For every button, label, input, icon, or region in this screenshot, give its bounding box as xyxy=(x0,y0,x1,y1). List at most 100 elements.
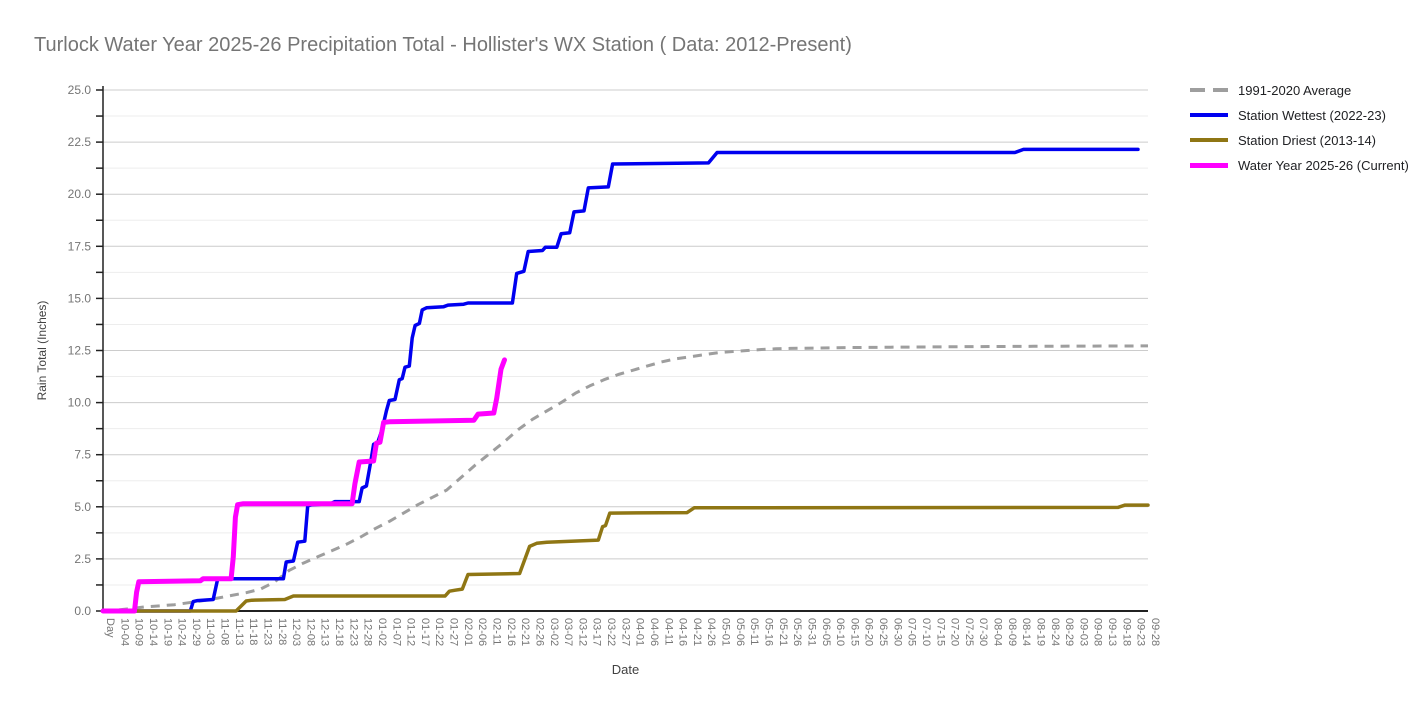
y-tick-label: 2.5 xyxy=(74,552,91,566)
x-tick-label: 03-17 xyxy=(591,618,603,646)
x-tick-label: 05-11 xyxy=(748,618,760,645)
x-tick-label: 11-03 xyxy=(204,618,216,645)
x-tick-label: 07-15 xyxy=(934,618,946,646)
y-tick-label: 10.0 xyxy=(68,396,92,410)
x-tick-label: 11-23 xyxy=(261,618,273,645)
x-tick-label: 06-10 xyxy=(834,618,846,646)
x-tick-label: 06-25 xyxy=(877,618,889,646)
series-line-station-wettest-2022-23 xyxy=(101,147,1140,613)
x-tick-label: 04-21 xyxy=(691,618,703,646)
x-tick-label: 04-26 xyxy=(705,618,717,646)
x-tick-label: 04-06 xyxy=(648,618,660,646)
x-tick-label: 01-02 xyxy=(376,618,388,646)
x-tick-label: 08-09 xyxy=(1006,618,1018,646)
chart-legend: 1991-2020 Average Station Wettest (2022-2… xyxy=(1190,83,1409,183)
x-tick-label: 11-18 xyxy=(247,618,259,645)
x-tick-label: 08-14 xyxy=(1020,618,1032,646)
x-tick-label: 10-19 xyxy=(161,618,173,646)
legend-swatch-station-driest-2013-14 xyxy=(1190,138,1228,142)
x-tick-label: 06-30 xyxy=(891,618,903,646)
x-tick-label: 02-16 xyxy=(505,618,517,646)
x-tick-label: 05-01 xyxy=(720,618,732,646)
y-tick-label: 17.5 xyxy=(68,239,92,253)
legend-label: 1991-2020 Average xyxy=(1238,82,1352,98)
series-line-station-driest-2013-14 xyxy=(101,503,1150,613)
x-tick-label: 01-07 xyxy=(390,618,402,646)
x-tick-label: 04-01 xyxy=(634,618,646,646)
x-tick-label: 02-26 xyxy=(533,618,545,646)
x-tick-label: 09-08 xyxy=(1092,618,1104,646)
x-tick-label: 09-18 xyxy=(1120,618,1132,646)
legend-item-water-year-2025-26-current[interactable]: Water Year 2025-26 (Current) xyxy=(1190,158,1409,173)
x-tick-label: 10-04 xyxy=(118,618,130,646)
y-tick-label: 5.0 xyxy=(74,500,91,514)
x-tick-label: 09-03 xyxy=(1077,618,1089,646)
x-tick-label: 02-06 xyxy=(476,618,488,646)
x-tick-label: 09-28 xyxy=(1149,618,1161,646)
x-tick-label: 06-20 xyxy=(863,618,875,646)
x-tick-label: 05-06 xyxy=(734,618,746,646)
x-tick-label: 05-26 xyxy=(791,618,803,646)
y-tick-label: 0.0 xyxy=(74,604,91,618)
x-tick-label: 02-11 xyxy=(491,618,503,645)
legend-swatch-water-year-2025-26-current xyxy=(1190,162,1228,168)
x-tick-label: 04-11 xyxy=(662,618,674,645)
y-tick-label: 25.0 xyxy=(68,83,92,97)
x-tick-label: 08-29 xyxy=(1063,618,1075,646)
x-tick-label: 11-13 xyxy=(233,618,245,645)
x-tick-label: 07-10 xyxy=(920,618,932,646)
x-tick-label: 10-29 xyxy=(190,618,202,646)
x-tick-label: 12-28 xyxy=(362,618,374,646)
x-tick-label: 01-17 xyxy=(419,618,431,646)
x-tick-label: 10-09 xyxy=(133,618,145,646)
legend-item-station-wettest-2022-23[interactable]: Station Wettest (2022-23) xyxy=(1190,108,1409,123)
x-tick-label: 08-04 xyxy=(992,618,1004,646)
x-tick-label: 01-22 xyxy=(433,618,445,646)
x-tick-label: 03-02 xyxy=(548,618,560,646)
x-tick-label: 01-27 xyxy=(448,618,460,646)
y-tick-label: 15.0 xyxy=(68,291,92,305)
x-tick-label: 08-24 xyxy=(1049,618,1061,646)
x-tick-label: 06-05 xyxy=(820,618,832,646)
x-tick-label: 04-16 xyxy=(677,618,689,646)
x-tick-label: 07-20 xyxy=(949,618,961,646)
x-tick-label: 12-18 xyxy=(333,618,345,646)
x-tick-label: 02-01 xyxy=(462,618,474,646)
y-tick-label: 7.5 xyxy=(74,448,91,462)
x-tick-label: 11-28 xyxy=(276,618,288,645)
x-tick-label: 12-13 xyxy=(319,618,331,646)
y-tick-label: 20.0 xyxy=(68,187,92,201)
legend-label: Station Driest (2013-14) xyxy=(1238,132,1377,148)
x-tick-label: 07-30 xyxy=(977,618,989,646)
x-tick-label: 08-19 xyxy=(1034,618,1046,646)
x-tick-label: 10-14 xyxy=(147,618,159,646)
legend-swatch-1991-2020-average xyxy=(1190,88,1228,92)
legend-item-station-driest-2013-14[interactable]: Station Driest (2013-14) xyxy=(1190,132,1409,148)
x-tick-label: 12-03 xyxy=(290,618,302,646)
x-tick-label: 03-07 xyxy=(562,618,574,646)
x-tick-label: 03-12 xyxy=(576,618,588,646)
x-tick-label: 07-25 xyxy=(963,618,975,646)
x-tick-label: 07-05 xyxy=(906,618,918,646)
series-line-1991-2020-average xyxy=(102,344,1149,613)
x-tick-label: Day xyxy=(104,618,116,638)
x-tick-label: 03-22 xyxy=(605,618,617,646)
x-tick-label: 03-27 xyxy=(619,618,631,646)
x-tick-label: 10-24 xyxy=(176,618,188,646)
series-line-water-year-2025-26-current xyxy=(100,357,507,614)
chart-title: Turlock Water Year 2025-26 Precipitation… xyxy=(34,34,852,56)
x-tick-label: 06-15 xyxy=(848,618,860,646)
x-tick-label: 09-23 xyxy=(1135,618,1147,646)
y-tick-label: 22.5 xyxy=(68,135,92,149)
x-tick-label: 05-31 xyxy=(805,618,817,646)
x-axis-title: Date xyxy=(612,662,639,677)
y-tick-label: 12.5 xyxy=(68,344,92,358)
x-tick-label: 12-08 xyxy=(304,618,316,646)
x-tick-label: 05-21 xyxy=(777,618,789,646)
legend-item-1991-2020-average[interactable]: 1991-2020 Average xyxy=(1190,82,1409,98)
x-tick-label: 05-16 xyxy=(762,618,774,646)
x-tick-label: 01-12 xyxy=(405,618,417,646)
y-axis-title: Rain Total (Inches) xyxy=(35,301,49,401)
